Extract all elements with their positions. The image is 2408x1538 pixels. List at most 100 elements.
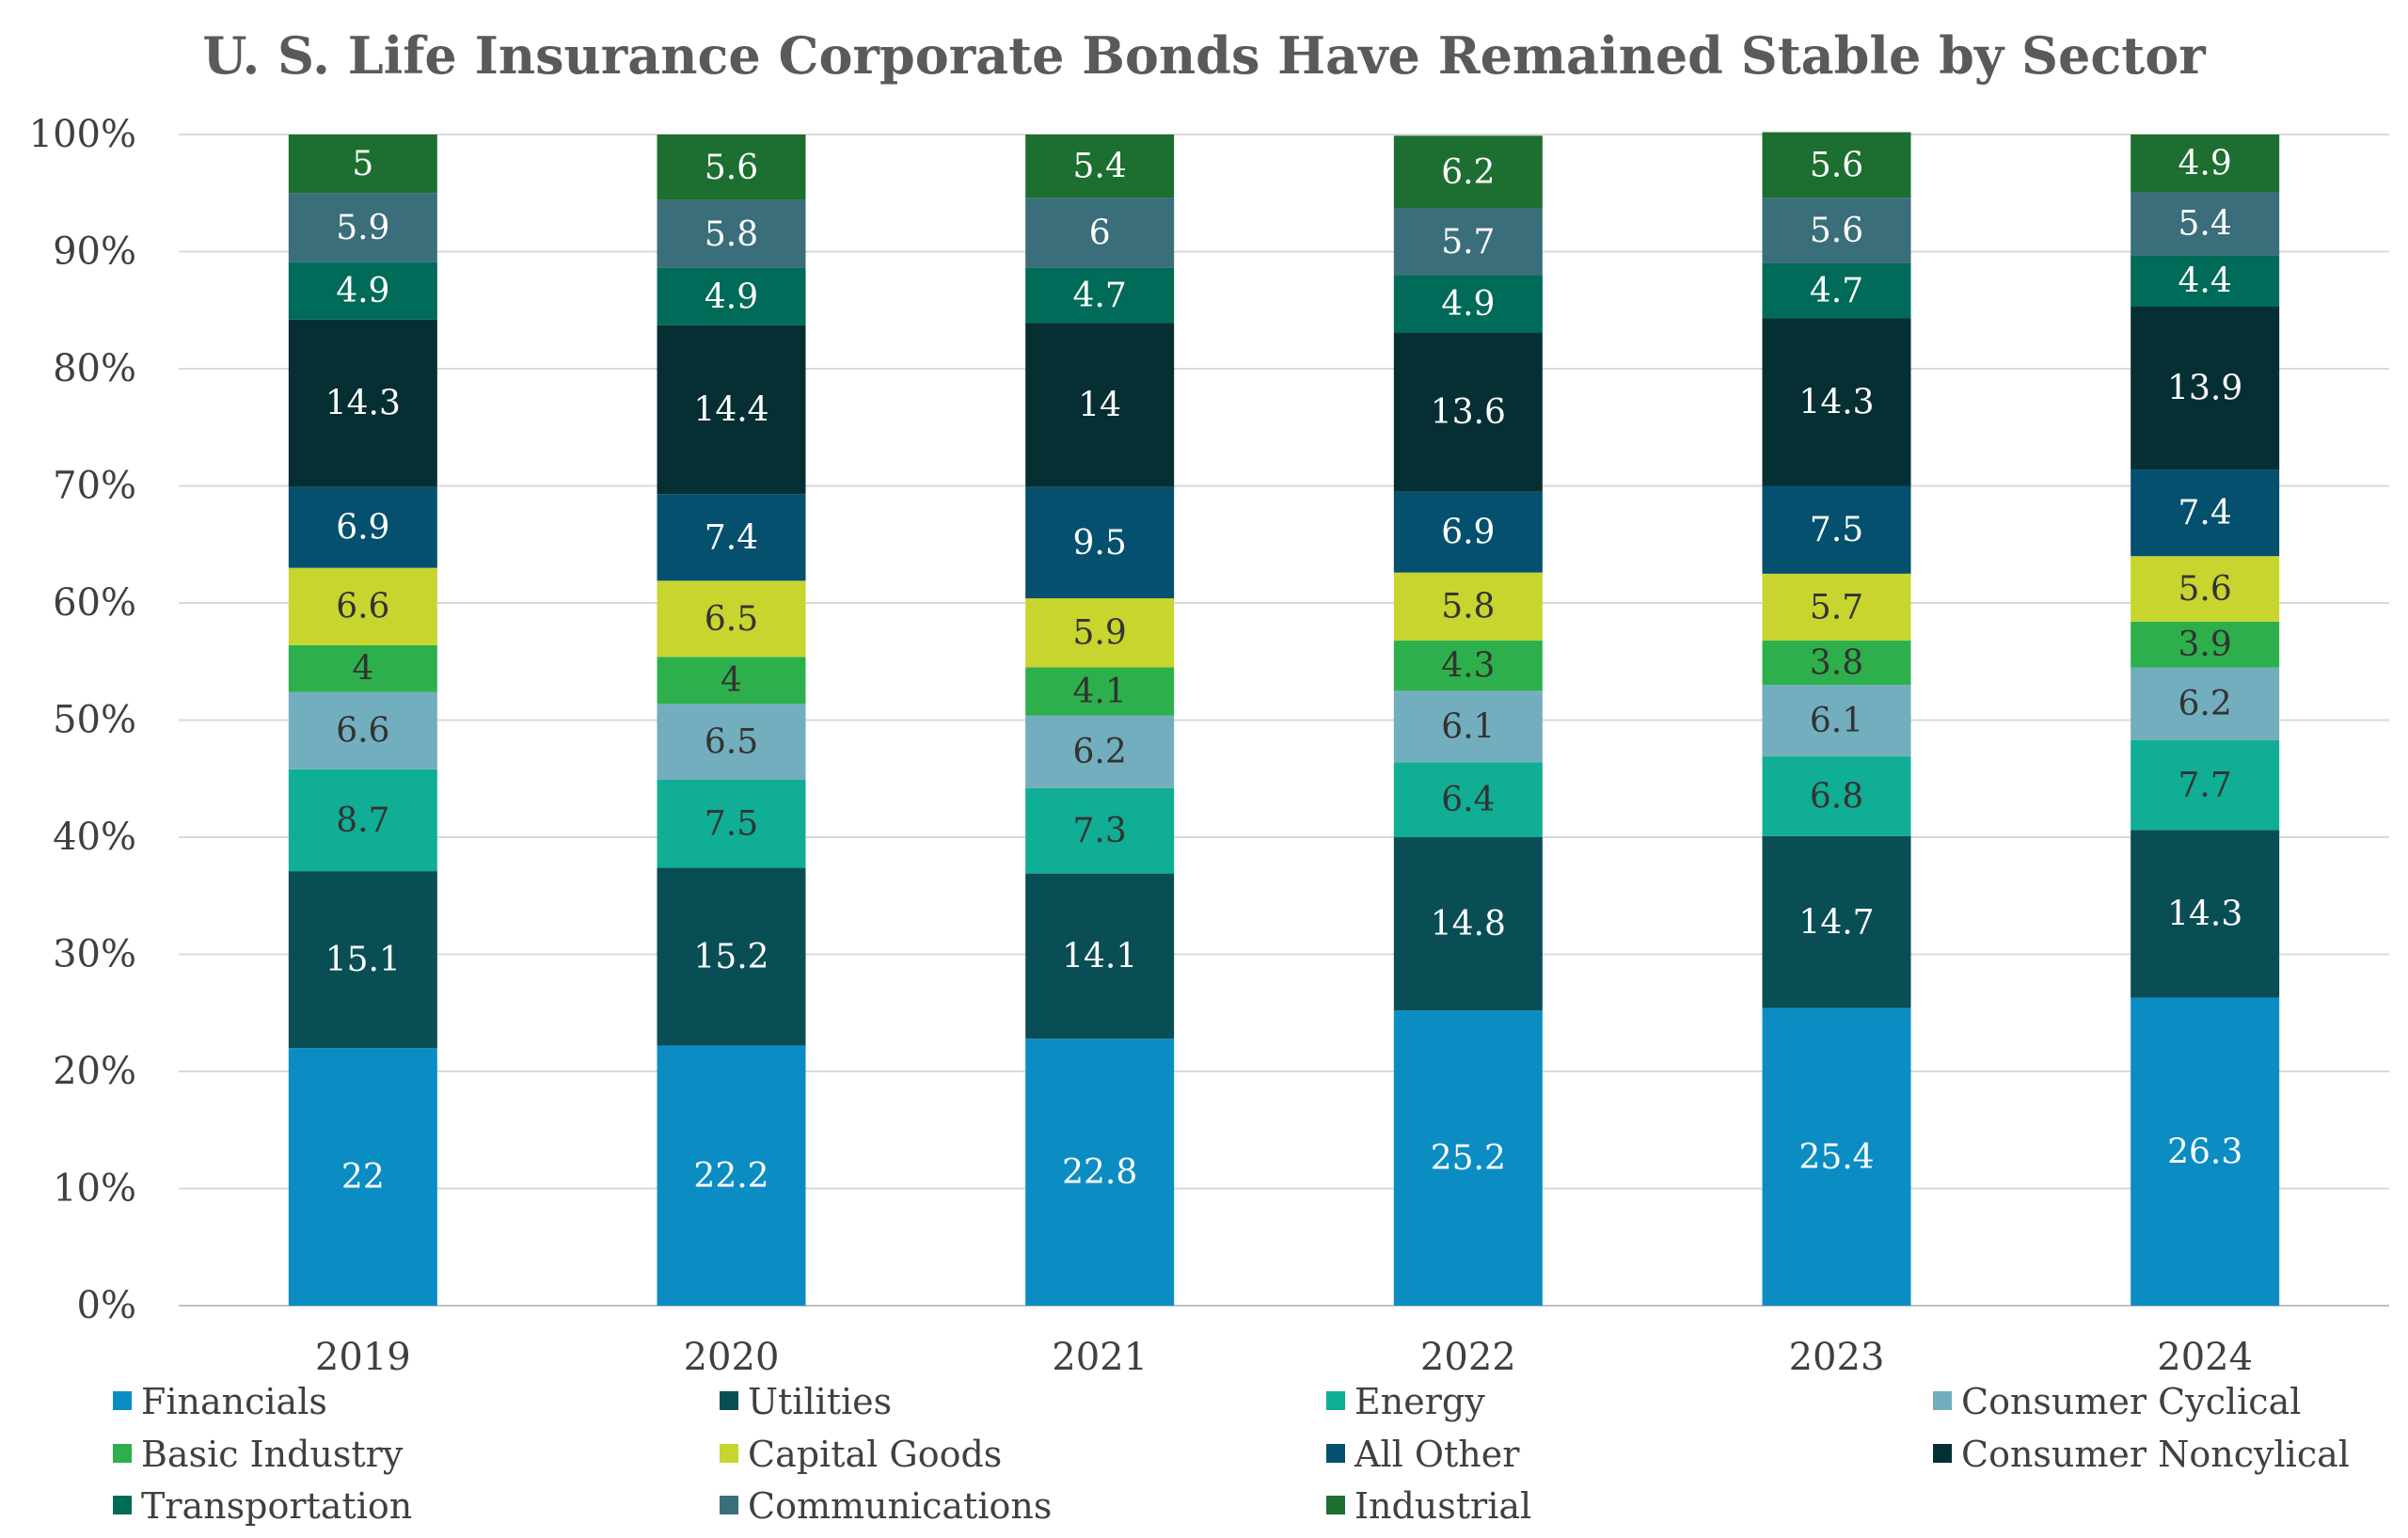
data-label: 4	[721, 661, 742, 700]
bar-stack-2020: 22.2 15.2 7.5 6.5 4 6.5 7.4 14.4 4.9 5.8 5.6	[657, 135, 806, 1306]
data-label: 6.2	[2178, 685, 2232, 723]
data-label: 3.9	[2178, 626, 2232, 664]
data-label: 5.9	[336, 209, 389, 247]
data-label: 13.6	[1431, 393, 1506, 432]
bar-segment	[657, 325, 806, 495]
x-axis: 2019 2020 2021 2022 2023 2024	[315, 1336, 2253, 1379]
bar-segment	[1393, 690, 1543, 763]
bar-segment	[657, 494, 806, 581]
data-label: 5	[352, 145, 373, 183]
bar-segment	[2131, 739, 2280, 831]
legend-item: Energy	[1326, 1381, 1485, 1422]
legend-label: Basic Industry	[141, 1434, 404, 1475]
data-label: 7.3	[1073, 812, 1127, 850]
data-label: 5.4	[2178, 205, 2232, 244]
data-label: 25.4	[1798, 1138, 1874, 1177]
bar-segment	[1025, 198, 1175, 268]
bar-segment	[2131, 469, 2280, 557]
bar-segment	[2131, 830, 2280, 998]
y-tick-label: 0%	[77, 1284, 136, 1327]
bar-segment	[1025, 598, 1175, 668]
bar-segment	[288, 319, 437, 487]
bar-segment	[2131, 192, 2280, 256]
legend-swatch	[1933, 1391, 1952, 1410]
legend-label: Energy	[1354, 1381, 1485, 1422]
bar-segment	[1762, 756, 1911, 836]
y-axis: 0% 10% 20% 30% 40% 50% 60% 70% 80% 90% 100%	[29, 113, 136, 1327]
bar-segment	[2131, 255, 2280, 308]
data-label: 5.7	[1810, 588, 1863, 626]
bar-segment	[1762, 685, 1911, 757]
data-label: 4.9	[1441, 285, 1495, 324]
data-label: 14	[1078, 387, 1121, 425]
bar-segment	[1393, 1010, 1543, 1306]
data-label: 4	[352, 650, 373, 689]
x-tick-label: 2019	[315, 1336, 411, 1379]
bar-segment	[1025, 323, 1175, 487]
data-label: 3.8	[1810, 643, 1863, 682]
data-label: 5.6	[1810, 212, 1863, 250]
data-label: 15.1	[325, 941, 401, 979]
bar-segment	[2131, 667, 2280, 740]
legend-label: Utilities	[748, 1381, 892, 1422]
legend-item: Communications	[720, 1485, 1052, 1527]
bar-segment	[1393, 837, 1543, 1011]
bar-segment	[288, 1048, 437, 1306]
bar-segment	[1025, 135, 1175, 198]
bar-segment	[1025, 873, 1175, 1039]
bar-segment	[288, 135, 437, 194]
data-label: 7.7	[2178, 767, 2232, 805]
data-label: 6.9	[1441, 514, 1495, 552]
data-label: 9.5	[1073, 524, 1127, 563]
bar-stack-2023: 25.4 14.7 6.8 6.1 3.8 5.7 7.5 14.3 4.7 5.6 5.6	[1762, 132, 1911, 1306]
legend-swatch	[720, 1444, 738, 1463]
data-label: 7.4	[2178, 494, 2232, 532]
data-label: 14.7	[1798, 903, 1874, 942]
bar-segment	[2131, 621, 2280, 668]
y-tick-label: 80%	[53, 347, 136, 390]
legend-label: Industrial	[1354, 1485, 1531, 1527]
data-label: 6.5	[705, 723, 758, 762]
data-label: 6.4	[1441, 781, 1495, 819]
data-label: 5.6	[1810, 146, 1863, 184]
bar-segment	[1762, 198, 1911, 263]
bar-segment	[288, 193, 437, 262]
data-label: 6.8	[1810, 777, 1863, 816]
data-label: 25.2	[1431, 1139, 1506, 1178]
legend-item: Transportation	[113, 1485, 412, 1527]
data-label: 6.9	[336, 509, 389, 547]
x-tick-label: 2024	[2157, 1336, 2253, 1379]
data-label: 14.4	[693, 391, 768, 430]
y-tick-label: 50%	[53, 699, 136, 742]
bar-segment	[1393, 491, 1543, 573]
chart-title: U. S. Life Insurance Corporate Bonds Hav…	[202, 25, 2206, 86]
bar-segment	[1393, 332, 1543, 492]
bar-segment	[1762, 640, 1911, 686]
bar-segment	[1762, 318, 1911, 486]
data-label: 22.8	[1062, 1153, 1137, 1192]
data-label: 5.4	[1073, 148, 1127, 186]
bar-segment	[2131, 135, 2280, 193]
data-label: 7.4	[705, 518, 758, 557]
bars: 22 15.1 8.7 6.6 4 6.6 6.9 14.3 4.9 5.9 5 22.2 15.2 7.…	[288, 132, 2280, 1306]
data-label: 6.2	[1441, 153, 1495, 192]
legend-item: Financials	[113, 1381, 327, 1422]
data-label: 13.9	[2167, 370, 2242, 408]
data-label: 4.7	[1810, 272, 1863, 310]
data-label: 5.6	[705, 149, 758, 187]
bar-segment	[1762, 132, 1911, 198]
bar-segment	[288, 644, 437, 692]
x-tick-label: 2021	[1052, 1336, 1148, 1379]
data-label: 4.9	[2178, 145, 2232, 183]
data-label: 7.5	[1810, 511, 1863, 549]
data-label: 14.1	[1062, 937, 1137, 975]
data-label: 4.7	[1073, 277, 1127, 315]
bar-segment	[288, 567, 437, 645]
bar-segment	[1393, 572, 1543, 641]
x-tick-label: 2023	[1789, 1336, 1885, 1379]
legend-label: All Other	[1354, 1434, 1520, 1475]
legend-swatch	[1326, 1391, 1345, 1410]
y-tick-label: 100%	[29, 113, 136, 156]
